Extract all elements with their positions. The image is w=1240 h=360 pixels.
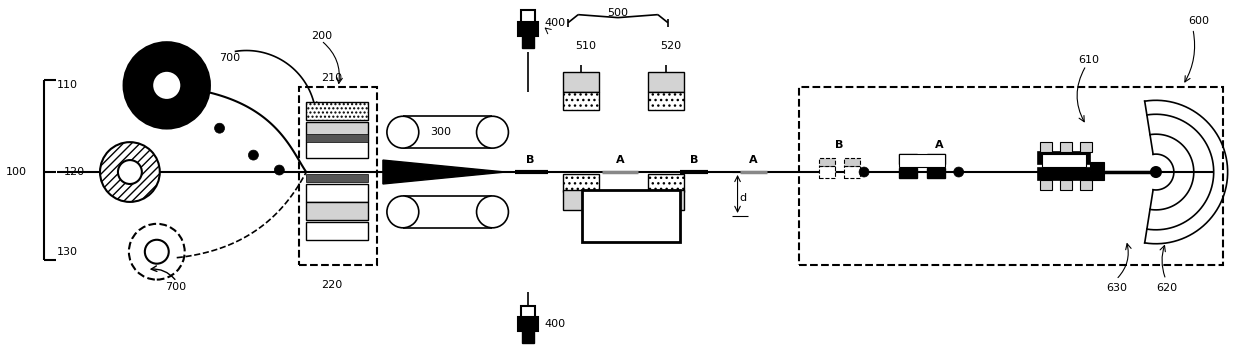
- Text: 210: 210: [321, 73, 342, 84]
- Text: A: A: [616, 155, 624, 165]
- Text: 130: 130: [57, 247, 78, 257]
- Text: 400: 400: [544, 18, 565, 28]
- Text: 100: 100: [5, 167, 26, 177]
- Text: 700: 700: [165, 282, 186, 292]
- Bar: [1090, 172, 1104, 180]
- Bar: [647, 190, 683, 210]
- Text: A: A: [749, 155, 758, 165]
- Bar: [844, 166, 861, 178]
- Text: 520: 520: [660, 41, 681, 50]
- Circle shape: [476, 196, 508, 228]
- Text: A: A: [935, 140, 944, 150]
- Bar: [306, 222, 368, 240]
- Bar: [899, 168, 916, 178]
- Bar: [1040, 142, 1053, 152]
- Bar: [306, 202, 368, 220]
- Bar: [563, 190, 599, 210]
- Bar: [820, 166, 836, 178]
- Bar: [899, 154, 945, 167]
- Bar: [1043, 154, 1086, 167]
- Bar: [1040, 180, 1053, 190]
- Text: 620: 620: [1156, 283, 1177, 293]
- Bar: [1038, 152, 1090, 164]
- Bar: [521, 10, 536, 22]
- Text: 510: 510: [575, 41, 596, 50]
- Bar: [521, 306, 536, 318]
- Text: d: d: [739, 193, 746, 203]
- Bar: [926, 168, 945, 178]
- Circle shape: [476, 116, 508, 148]
- Text: 110: 110: [57, 80, 78, 90]
- Text: 630: 630: [1106, 283, 1127, 293]
- Bar: [563, 72, 599, 92]
- Bar: [1080, 142, 1092, 152]
- Circle shape: [100, 142, 160, 202]
- Circle shape: [215, 123, 224, 133]
- Bar: [563, 92, 599, 110]
- Bar: [306, 184, 368, 202]
- Circle shape: [248, 150, 258, 160]
- Circle shape: [387, 116, 419, 148]
- Bar: [306, 174, 368, 182]
- Circle shape: [954, 167, 963, 177]
- Bar: [306, 122, 368, 140]
- Bar: [582, 190, 680, 242]
- Text: 610: 610: [1079, 55, 1099, 66]
- Text: 300: 300: [430, 127, 451, 137]
- Circle shape: [151, 71, 182, 100]
- Text: 120: 120: [64, 167, 86, 177]
- Text: 700: 700: [219, 54, 241, 63]
- Circle shape: [118, 160, 141, 184]
- Bar: [1060, 142, 1073, 152]
- Polygon shape: [383, 160, 506, 184]
- Text: 800: 800: [618, 210, 644, 222]
- Circle shape: [1151, 167, 1161, 177]
- Bar: [563, 174, 599, 192]
- Bar: [306, 140, 368, 158]
- Text: 600: 600: [1188, 15, 1209, 26]
- Bar: [518, 22, 538, 36]
- Bar: [1080, 180, 1092, 190]
- Bar: [1060, 180, 1073, 190]
- Bar: [306, 102, 368, 120]
- Circle shape: [387, 196, 419, 228]
- Text: B: B: [835, 140, 843, 150]
- Text: 200: 200: [311, 31, 332, 41]
- Bar: [899, 154, 916, 164]
- Circle shape: [129, 224, 185, 280]
- Bar: [522, 332, 534, 343]
- Circle shape: [859, 167, 869, 177]
- Bar: [844, 158, 861, 166]
- Bar: [1090, 162, 1104, 170]
- Text: B: B: [526, 155, 534, 165]
- Bar: [1038, 168, 1090, 180]
- Bar: [522, 36, 534, 48]
- Bar: [306, 134, 368, 142]
- Bar: [647, 92, 683, 110]
- Bar: [647, 174, 683, 192]
- Bar: [518, 318, 538, 332]
- Text: 400: 400: [544, 319, 565, 329]
- Text: 220: 220: [321, 280, 342, 289]
- Bar: [299, 87, 377, 265]
- Circle shape: [131, 50, 202, 121]
- Bar: [800, 87, 1223, 265]
- Circle shape: [274, 165, 284, 175]
- Bar: [926, 154, 945, 164]
- Text: 500: 500: [608, 8, 629, 18]
- Bar: [820, 158, 836, 166]
- Bar: [647, 72, 683, 92]
- Text: B: B: [689, 155, 698, 165]
- Circle shape: [145, 240, 169, 264]
